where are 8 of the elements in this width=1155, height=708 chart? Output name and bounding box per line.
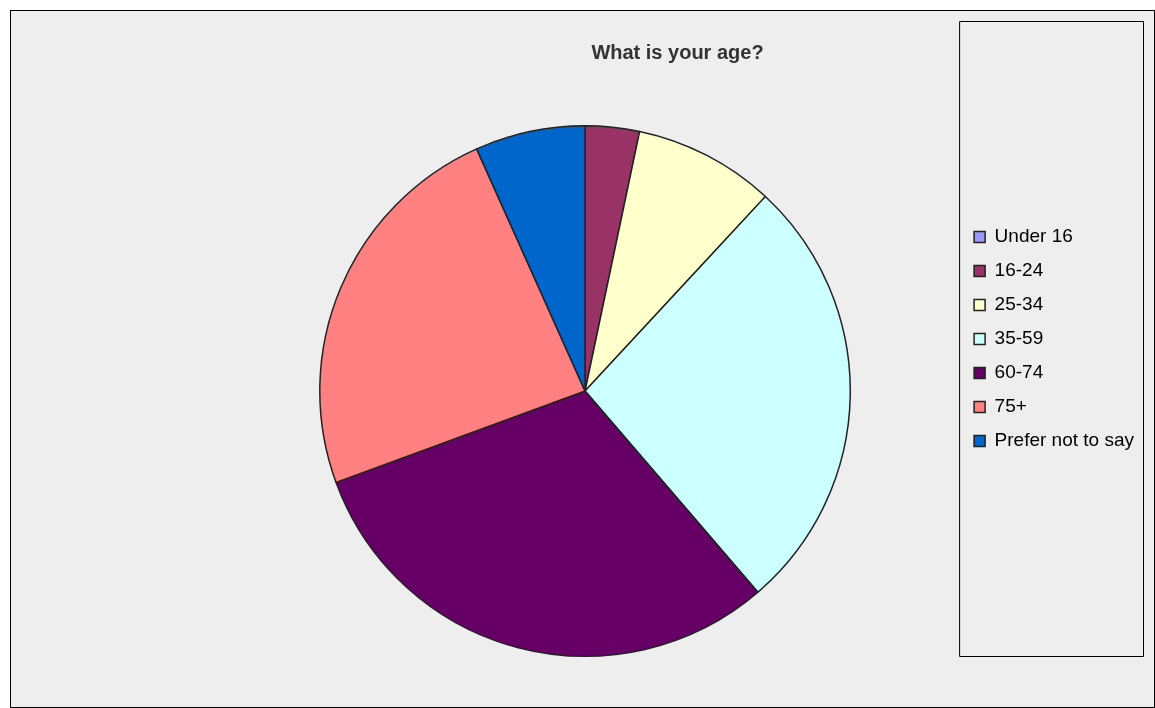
legend-label: 16-24 bbox=[994, 259, 1044, 281]
legend-label: 25-34 bbox=[994, 293, 1044, 315]
legend-label: Under 16 bbox=[994, 225, 1073, 247]
legend-label: 35-59 bbox=[994, 327, 1044, 349]
legend-label: 60-74 bbox=[994, 361, 1044, 383]
legend-label: 75+ bbox=[994, 395, 1027, 417]
legend-label: Prefer not to say bbox=[994, 429, 1135, 451]
text: What is your age? bbox=[591, 40, 764, 63]
